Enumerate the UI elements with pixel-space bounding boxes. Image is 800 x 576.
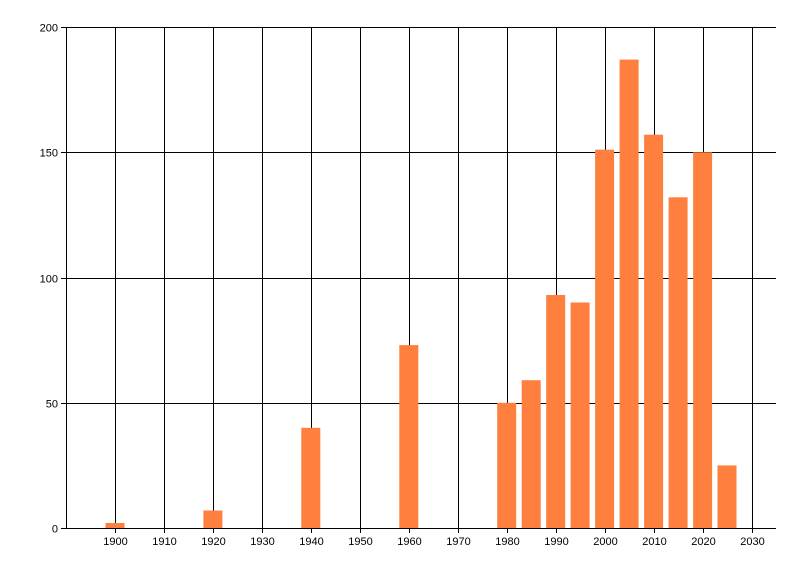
x-tick-label: 1960 — [397, 536, 421, 548]
y-tick-label: 200 — [40, 23, 58, 35]
bar-2025 — [717, 465, 737, 528]
x-tick-label: 1970 — [446, 536, 470, 548]
x-tick-label: 1990 — [544, 536, 568, 548]
bar-2020 — [693, 152, 713, 529]
x-tick-label: 1980 — [495, 536, 519, 548]
x-tick-label: 1920 — [201, 536, 225, 548]
y-tick-label: 50 — [46, 399, 58, 411]
bar-1990 — [546, 295, 566, 528]
bar-1900 — [105, 523, 125, 528]
bar-2000 — [595, 149, 615, 528]
y-tick-label: 0 — [52, 524, 58, 536]
bar-series — [105, 59, 737, 529]
y-tick-label: 150 — [40, 148, 58, 160]
x-tick-label: 2010 — [642, 536, 666, 548]
bar-2015 — [668, 197, 688, 529]
y-axis-ticks: 0 50 100 150 200 — [40, 23, 66, 536]
bar-1985 — [521, 380, 541, 528]
x-tick-label: 2020 — [691, 536, 715, 548]
axes — [66, 27, 776, 529]
x-tick-label: 1900 — [103, 536, 127, 548]
x-tick-label: 1910 — [152, 536, 176, 548]
bar-1940 — [301, 427, 321, 528]
bar-2010 — [644, 134, 664, 528]
bar-1980 — [497, 402, 517, 529]
x-tick-label: 1930 — [250, 536, 274, 548]
x-axis-ticks: 1900 1910 1920 1930 1940 1950 1960 1970 1980 1990… — [103, 528, 765, 548]
bar-2005 — [619, 59, 639, 528]
x-tick-label: 1940 — [299, 536, 323, 548]
bar-1995 — [570, 302, 590, 528]
bar-1960 — [399, 345, 419, 528]
x-tick-label: 1950 — [348, 536, 372, 548]
x-tick-label: 2000 — [593, 536, 617, 548]
x-tick-label: 2030 — [740, 536, 764, 548]
y-tick-label: 100 — [40, 274, 58, 286]
bar-1920 — [203, 510, 223, 528]
